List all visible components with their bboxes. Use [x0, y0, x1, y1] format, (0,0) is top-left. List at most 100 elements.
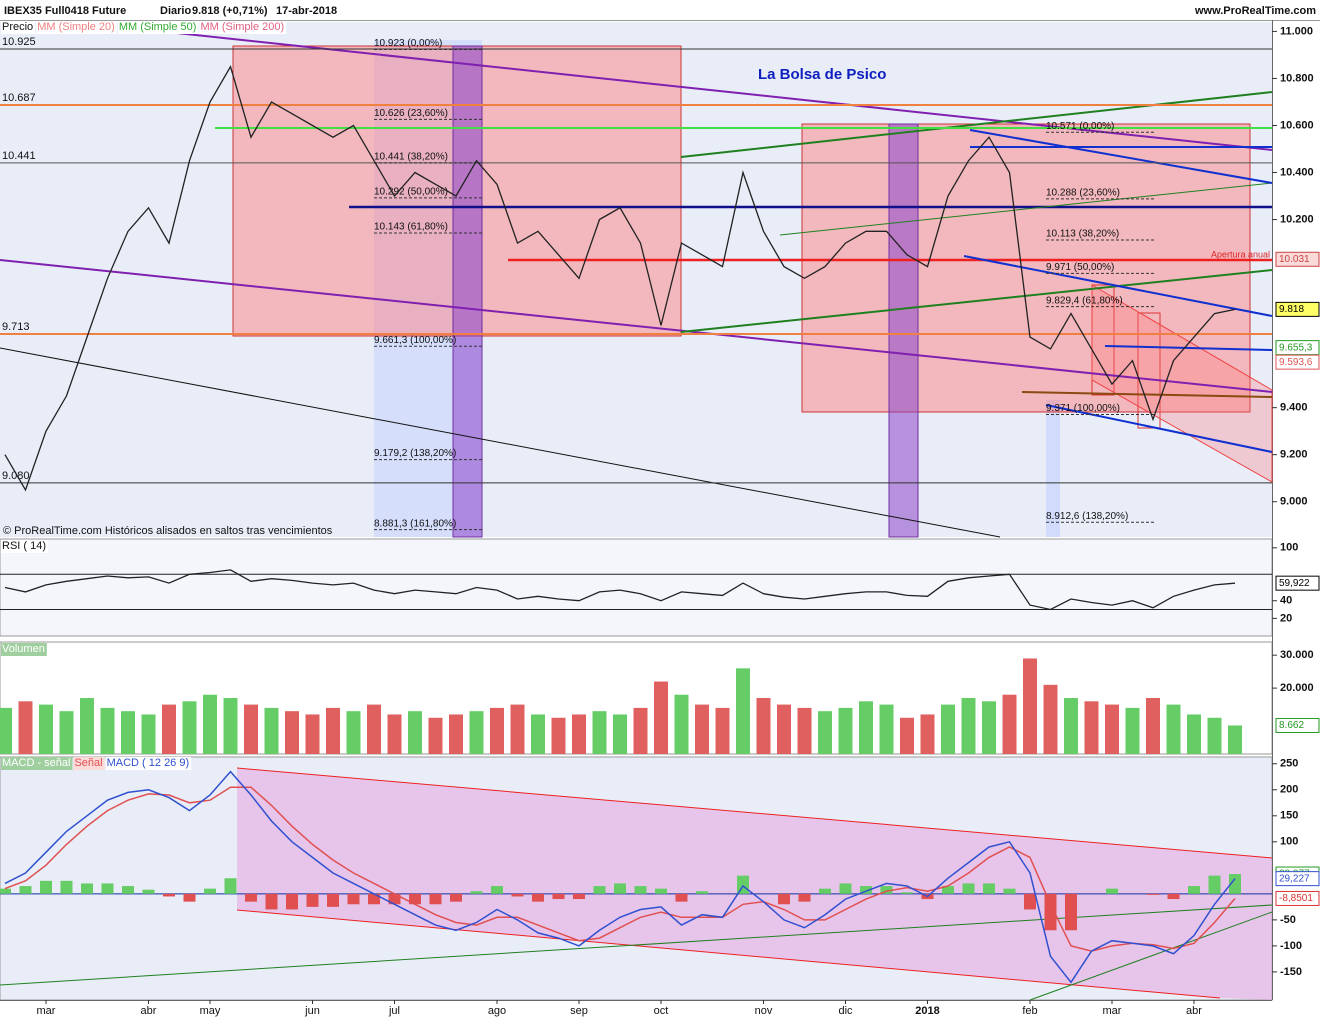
- fib-label: 10.288 (23,60%): [1046, 187, 1120, 198]
- x-tick-label: jun: [304, 1005, 320, 1017]
- trendline: [0, 904, 1273, 986]
- x-tick-label: mar: [1103, 1005, 1122, 1017]
- volume-bar: [613, 714, 627, 754]
- trendline: [963, 255, 1273, 317]
- legend-label: RSI ( 14): [2, 540, 46, 552]
- volume-bar: [0, 707, 12, 754]
- volume-bar: [818, 711, 832, 754]
- value-badge: [1275, 301, 1320, 317]
- volume-bar: [1146, 698, 1160, 754]
- channel: [237, 768, 1272, 1000]
- value-badge: [1275, 340, 1320, 356]
- histogram-bar: [1003, 888, 1016, 894]
- volume-bar: [633, 707, 648, 754]
- histogram-bar: [183, 893, 196, 902]
- legend-bg: [73, 757, 105, 770]
- histogram-bar: [81, 883, 93, 894]
- legend-bg: [1, 21, 36, 34]
- trendline: [129, 27, 1273, 151]
- histogram-bar: [675, 893, 688, 902]
- fib-label: 10.113 (38,20%): [1046, 229, 1119, 240]
- x-tick-label: may: [200, 1005, 221, 1017]
- histogram-bar: [1106, 888, 1118, 894]
- site: www.ProRealTime.com: [1194, 5, 1316, 17]
- volume-bar: [285, 711, 299, 754]
- badge-label: 29,227: [1279, 873, 1310, 884]
- histogram-bar: [286, 893, 298, 910]
- histogram-bar: [1024, 893, 1036, 910]
- volume-bar: [203, 694, 217, 754]
- histogram-bar: [901, 892, 913, 894]
- volume-bar: [900, 717, 914, 754]
- histogram-bar: [491, 886, 503, 894]
- level-label: 10.441: [2, 150, 36, 162]
- legend-label: Precio: [2, 21, 33, 33]
- volume-bar: [1125, 707, 1140, 754]
- footer: © ProRealTime.com Históricos alisados en…: [3, 525, 333, 537]
- fib-label: 10.292 (50,00%): [374, 187, 448, 198]
- y-tick-label: 10.200: [1280, 213, 1314, 225]
- legend-label: MACD ( 12 26 9): [107, 757, 190, 769]
- histogram-bar: [1229, 874, 1241, 894]
- volume-bar: [920, 714, 935, 754]
- histogram-bar: [1208, 875, 1221, 894]
- histogram-bar: [696, 891, 708, 894]
- volume-bar: [264, 707, 279, 754]
- annotation: Apertura anual: [1211, 249, 1270, 259]
- badge-label: -8,8501: [1279, 893, 1313, 904]
- histogram-bar: [860, 886, 872, 894]
- y-tick-label: 30.000: [1280, 649, 1314, 661]
- legend-bg: [1, 540, 49, 553]
- histogram-bar: [19, 886, 32, 894]
- level-label: 10.925: [2, 36, 36, 48]
- volume-bar: [961, 698, 976, 754]
- volume-bar: [1084, 701, 1099, 754]
- trendline: [680, 269, 1273, 333]
- legend-bg: [199, 21, 287, 34]
- x-tick-label: ago: [488, 1005, 506, 1017]
- legend-label: MACD - señal: [2, 757, 70, 769]
- macd-line: [4, 786, 1236, 952]
- volume-bar: [838, 707, 853, 754]
- time-band: [888, 123, 919, 538]
- histogram-bar: [450, 893, 462, 902]
- histogram-bar: [1188, 886, 1200, 894]
- date: 17-abr-2018: [276, 5, 337, 17]
- volume-bar: [18, 701, 33, 754]
- legend-bg: [1, 643, 47, 656]
- volume-bar: [1002, 694, 1017, 754]
- y-tick-label: 9.400: [1280, 402, 1308, 414]
- histogram-bar: [470, 891, 483, 894]
- change: 9.818 (+0,71%): [192, 5, 268, 17]
- volume-bar: [592, 711, 607, 754]
- histogram-bar: [306, 893, 319, 907]
- volume-bar: [797, 707, 812, 754]
- level-label: 9.080: [2, 470, 30, 482]
- time-band: [452, 45, 483, 538]
- x-tick-label: feb: [1022, 1005, 1037, 1017]
- histogram-bar: [1044, 893, 1057, 931]
- histogram-bar: [942, 886, 954, 894]
- x-tick-label: nov: [755, 1005, 773, 1017]
- level-label: 9.713: [2, 321, 30, 333]
- histogram-bar: [634, 886, 647, 894]
- volume-bar: [387, 714, 402, 754]
- y-tick-label: 10.800: [1280, 72, 1314, 84]
- fib-label: 9.971 (50,00%): [1046, 262, 1114, 273]
- x-tick-label: 2018: [915, 1005, 939, 1017]
- histogram-bar: [1147, 893, 1159, 895]
- fib-label: 10.626 (23,60%): [374, 108, 448, 119]
- volume-bar: [469, 711, 484, 754]
- histogram-bar: [1167, 893, 1180, 900]
- trendline: [779, 182, 1273, 236]
- y-tick-label: 20: [1280, 612, 1292, 624]
- volume-bar: [59, 711, 74, 754]
- fib-label: 10.143 (61,80%): [374, 222, 448, 233]
- volume-bar: [756, 698, 771, 754]
- histogram-bar: [142, 889, 155, 894]
- y-tick-label: -50: [1280, 914, 1296, 926]
- badge-label: 10.031: [1279, 254, 1310, 265]
- value-badge: [1275, 251, 1320, 267]
- fib-label: 8.881,3 (161,80%): [374, 518, 456, 529]
